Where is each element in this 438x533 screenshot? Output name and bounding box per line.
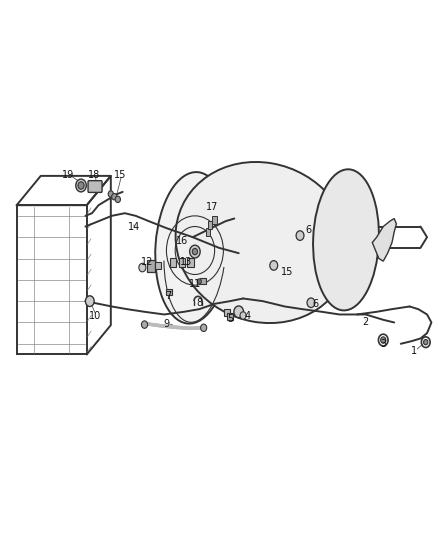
Circle shape bbox=[115, 196, 120, 203]
Text: 11: 11 bbox=[189, 279, 201, 288]
Text: 3: 3 bbox=[380, 339, 386, 349]
Circle shape bbox=[190, 245, 200, 258]
Text: 17: 17 bbox=[206, 202, 219, 212]
Circle shape bbox=[85, 296, 94, 306]
Circle shape bbox=[201, 324, 207, 332]
Text: 5: 5 bbox=[227, 314, 233, 324]
Circle shape bbox=[192, 248, 198, 255]
Bar bbox=[155, 262, 161, 269]
Circle shape bbox=[424, 340, 428, 345]
Circle shape bbox=[234, 306, 244, 318]
Text: 13: 13 bbox=[180, 257, 192, 267]
Bar bbox=[170, 258, 176, 266]
Bar bbox=[179, 258, 185, 266]
Circle shape bbox=[141, 321, 148, 328]
Text: 2: 2 bbox=[363, 318, 369, 327]
Circle shape bbox=[296, 231, 304, 240]
Text: 9: 9 bbox=[163, 319, 170, 329]
Bar bbox=[227, 313, 233, 320]
Circle shape bbox=[197, 279, 201, 284]
FancyBboxPatch shape bbox=[88, 181, 102, 192]
Circle shape bbox=[108, 191, 113, 197]
Text: 1: 1 bbox=[411, 346, 417, 356]
Text: 6: 6 bbox=[312, 299, 318, 309]
Bar bbox=[208, 221, 212, 229]
Circle shape bbox=[240, 312, 246, 319]
Bar bbox=[166, 289, 172, 295]
Bar bbox=[224, 309, 230, 316]
Circle shape bbox=[270, 261, 278, 270]
Text: 15: 15 bbox=[114, 170, 127, 180]
Text: 7: 7 bbox=[166, 291, 172, 301]
Text: 16: 16 bbox=[176, 236, 188, 246]
Circle shape bbox=[381, 337, 386, 343]
Text: 18: 18 bbox=[88, 170, 100, 180]
Circle shape bbox=[139, 263, 146, 272]
Text: 10: 10 bbox=[89, 311, 102, 320]
Ellipse shape bbox=[313, 169, 379, 310]
Ellipse shape bbox=[176, 162, 350, 323]
Bar bbox=[200, 278, 206, 284]
Bar bbox=[212, 216, 217, 224]
Circle shape bbox=[307, 298, 315, 308]
Ellipse shape bbox=[155, 172, 230, 324]
Text: 15: 15 bbox=[281, 267, 293, 277]
Circle shape bbox=[76, 179, 86, 192]
Text: 19: 19 bbox=[62, 170, 74, 180]
Polygon shape bbox=[372, 219, 396, 261]
Text: 14: 14 bbox=[127, 222, 140, 231]
Circle shape bbox=[112, 193, 117, 200]
Circle shape bbox=[78, 182, 84, 189]
Text: 8: 8 bbox=[196, 298, 202, 308]
Text: 12: 12 bbox=[141, 257, 153, 267]
Text: 4: 4 bbox=[244, 311, 251, 320]
Text: 6: 6 bbox=[306, 225, 312, 235]
Bar bbox=[206, 228, 210, 236]
Bar bbox=[147, 260, 155, 272]
Bar bbox=[187, 258, 194, 266]
